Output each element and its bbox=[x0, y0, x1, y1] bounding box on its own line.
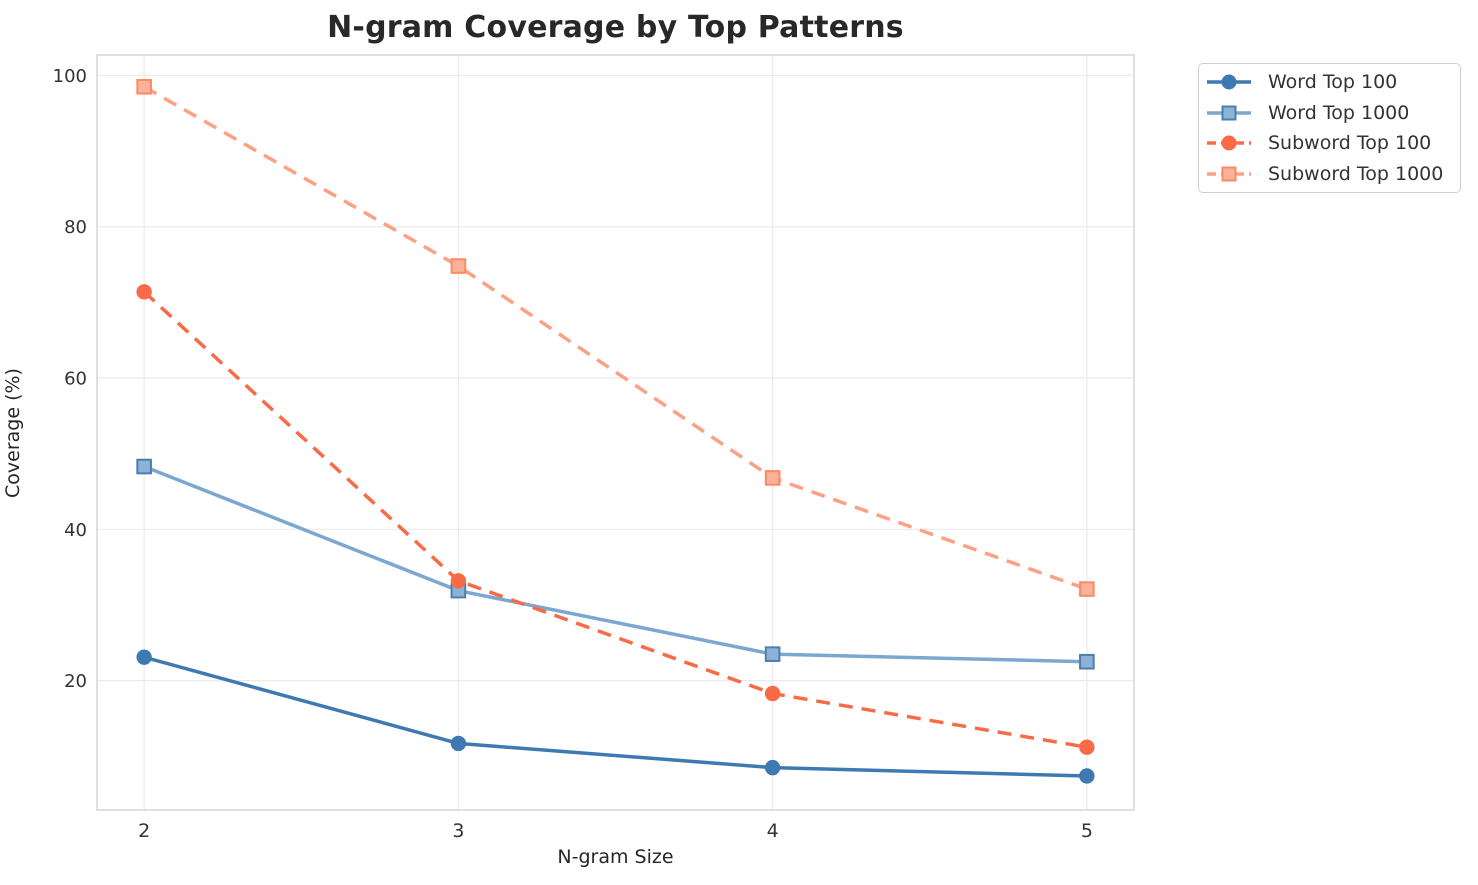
marker-word-top-1000-x2 bbox=[136, 458, 152, 475]
y-tick-label-80: 80 bbox=[64, 217, 87, 238]
series-line-subword-top-100 bbox=[142, 290, 1088, 749]
marker-word-top-1000-x4 bbox=[764, 646, 781, 662]
marker-subword-top-100-x3 bbox=[450, 573, 467, 589]
legend-sample-marker bbox=[1221, 105, 1237, 121]
legend-swatch-subword-top-100 bbox=[1207, 135, 1251, 151]
legend-label: Subword Top 1000 bbox=[1268, 162, 1444, 185]
marker-word-top-100-x5 bbox=[1079, 768, 1095, 784]
marker-subword-top-100-x4 bbox=[764, 685, 781, 702]
marker-subword-top-100-x5 bbox=[1079, 739, 1095, 755]
legend-label: Word Top 1000 bbox=[1268, 101, 1410, 124]
legend-label: Subword Top 100 bbox=[1268, 132, 1432, 155]
legend-sample-marker bbox=[1221, 166, 1237, 182]
series-line-word-top-100 bbox=[143, 655, 1087, 778]
legend-item-word-top-100: Word Top 100 bbox=[1199, 68, 1460, 97]
marker-word-top-100-x3 bbox=[450, 735, 467, 752]
marker-subword-top-100-x2 bbox=[136, 284, 152, 300]
x-tick-label-4: 4 bbox=[767, 820, 779, 842]
y-tick-label-100: 100 bbox=[53, 66, 87, 87]
y-tick-label-40: 40 bbox=[64, 520, 87, 541]
x-axis-label: N-gram Size bbox=[557, 846, 674, 868]
series-line-subword-top-1000 bbox=[143, 85, 1088, 591]
x-tick-label-2: 2 bbox=[138, 820, 150, 842]
marker-subword-top-1000-x5 bbox=[1079, 581, 1095, 597]
marker-word-top-100-x4 bbox=[764, 759, 781, 776]
series-line-word-top-1000 bbox=[143, 464, 1087, 664]
legend-swatch-word-top-1000 bbox=[1207, 105, 1251, 121]
legend-swatch-subword-top-1000 bbox=[1207, 166, 1251, 182]
plot-border bbox=[96, 54, 1135, 811]
marker-word-top-1000-x5 bbox=[1079, 653, 1095, 670]
chart-title: N-gram Coverage by Top Patterns bbox=[327, 10, 904, 45]
legend-item-word-top-1000: Word Top 1000 bbox=[1199, 98, 1460, 127]
y-axis-label: Coverage (%) bbox=[2, 368, 24, 498]
legend-label: Word Top 100 bbox=[1268, 71, 1398, 94]
y-tick-label-60: 60 bbox=[64, 369, 87, 390]
legend-sample-marker bbox=[1221, 74, 1237, 90]
marker-word-top-100-x2 bbox=[136, 649, 152, 665]
legend: Word Top 100 Word Top 1000 Subword Top 1… bbox=[1198, 63, 1461, 193]
x-tick-label-3: 3 bbox=[452, 820, 464, 842]
marker-subword-top-1000-x3 bbox=[450, 258, 467, 274]
legend-item-subword-top-1000: Subword Top 1000 bbox=[1199, 159, 1460, 188]
marker-subword-top-1000-x4 bbox=[764, 470, 781, 486]
legend-swatch-word-top-100 bbox=[1207, 74, 1251, 90]
legend-sample-marker bbox=[1221, 135, 1237, 151]
legend-item-subword-top-100: Subword Top 100 bbox=[1199, 129, 1460, 158]
y-tick-label-20: 20 bbox=[64, 671, 87, 692]
x-tick-label-5: 5 bbox=[1081, 820, 1093, 842]
marker-subword-top-1000-x2 bbox=[136, 78, 152, 95]
